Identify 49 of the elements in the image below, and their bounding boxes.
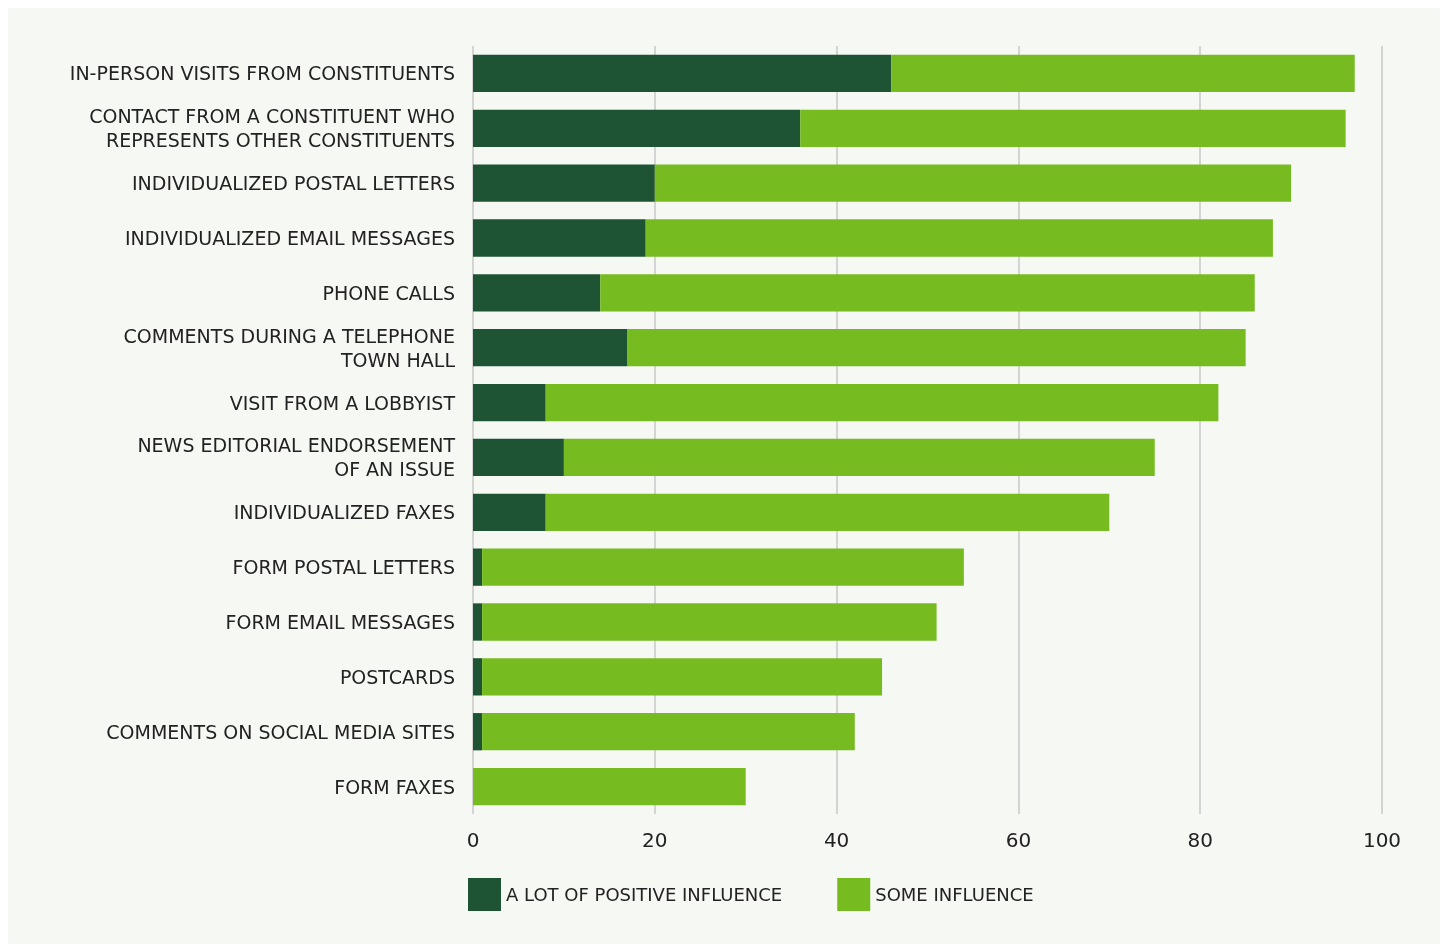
y-tick-label: FORM EMAIL MESSAGES bbox=[225, 611, 455, 633]
bar bbox=[473, 109, 801, 147]
bar bbox=[473, 493, 546, 531]
bar bbox=[473, 658, 483, 696]
bar bbox=[545, 383, 1219, 422]
y-tick-label: INDIVIDUALIZED EMAIL MESSAGES bbox=[124, 227, 455, 249]
y-tick-label: POSTCARDS bbox=[339, 665, 455, 688]
bar bbox=[545, 493, 1110, 531]
x-tick-label: 100 bbox=[1362, 828, 1402, 852]
bar bbox=[600, 274, 1255, 312]
bar bbox=[473, 603, 483, 641]
y-tick-label: PHONE CALLS bbox=[322, 281, 455, 304]
bar bbox=[563, 438, 1155, 477]
bar bbox=[473, 383, 546, 422]
bar bbox=[645, 219, 1273, 257]
y-tick-label: INDIVIDUALIZED FAXES bbox=[233, 501, 455, 524]
bar bbox=[891, 54, 1355, 93]
legend-label: SOME INFLUENCE bbox=[875, 884, 1034, 905]
bar bbox=[800, 109, 1346, 147]
bar bbox=[473, 713, 483, 751]
bar bbox=[473, 219, 646, 257]
bar bbox=[482, 713, 855, 751]
bar bbox=[654, 164, 1292, 202]
bar bbox=[473, 164, 655, 202]
legend-label: A LOT OF POSITIVE INFLUENCE bbox=[506, 884, 783, 905]
x-tick-label: 0 bbox=[466, 828, 480, 852]
bar bbox=[627, 329, 1246, 367]
bar bbox=[473, 329, 628, 367]
y-tick-label: COMMENTS ON SOCIAL MEDIA SITES bbox=[106, 720, 455, 743]
y-tick-label: CONTACT FROM A CONSTITUENT WHO REPRESENTS OTHER CONSTITUENTS bbox=[89, 105, 455, 152]
y-tick-label: FORM POSTAL LETTERS bbox=[232, 556, 455, 579]
bar bbox=[473, 548, 483, 586]
bar bbox=[473, 274, 601, 312]
y-tick-label: IN-PERSON VISITS FROM CONSTITUENTS bbox=[69, 62, 455, 85]
y-tick-label: VISIT FROM A LOBBYIST bbox=[229, 391, 456, 414]
bar bbox=[473, 54, 892, 93]
y-tick-label: NEWS EDITORIAL ENDORSEMENT OF AN ISSUE bbox=[137, 434, 456, 481]
bar bbox=[473, 438, 564, 477]
x-tick-label: 80 bbox=[1187, 828, 1213, 852]
y-tick-label: COMMENTS DURING A TELEPHONE TOWN HALL bbox=[123, 324, 456, 371]
bar bbox=[482, 658, 883, 696]
x-tick-label: 40 bbox=[823, 828, 850, 852]
x-tick-label: 60 bbox=[1005, 828, 1032, 852]
x-tick-label: 20 bbox=[642, 828, 668, 852]
bar bbox=[482, 548, 964, 586]
y-tick-label: FORM FAXES bbox=[334, 775, 455, 798]
bar bbox=[482, 603, 937, 641]
y-tick-label: INDIVIDUALIZED POSTAL LETTERS bbox=[131, 172, 455, 195]
bar bbox=[473, 767, 746, 806]
